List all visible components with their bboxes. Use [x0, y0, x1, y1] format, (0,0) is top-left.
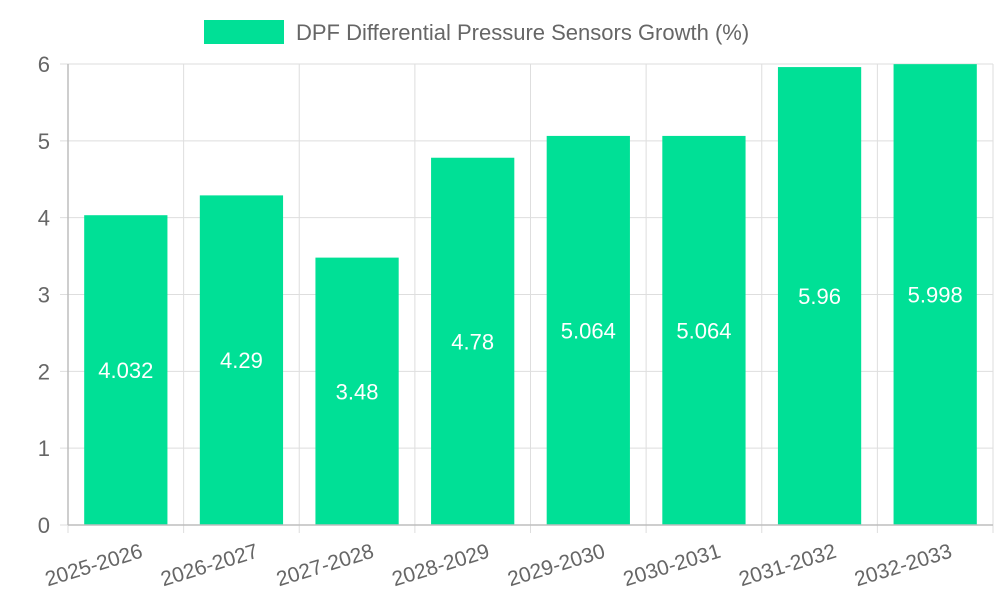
x-tick-label: 2032-2033: [852, 540, 955, 591]
x-tick-label: 2026-2027: [158, 540, 261, 591]
bar[interactable]: [662, 135, 746, 525]
bar[interactable]: [84, 215, 168, 525]
y-tick-label: 2: [38, 359, 50, 384]
bar[interactable]: [431, 157, 515, 525]
x-tick-label: 2028-2029: [389, 540, 492, 591]
bar[interactable]: [546, 135, 630, 525]
x-tick-label: 2031-2032: [736, 540, 839, 591]
bar-value-label: 5.064: [676, 318, 731, 343]
bar[interactable]: [315, 257, 399, 525]
x-tick-label: 2030-2031: [621, 540, 724, 591]
bar[interactable]: [893, 64, 977, 526]
bar[interactable]: [777, 67, 862, 525]
y-tick-label: 0: [38, 513, 50, 538]
bar-value-label: 5.96: [798, 284, 841, 309]
y-tick-label: 6: [38, 52, 50, 77]
x-tick-label: 2029-2030: [505, 540, 608, 591]
bar-value-label: 4.032: [98, 358, 153, 383]
bar[interactable]: [199, 195, 284, 525]
bar-value-label: 4.78: [451, 329, 494, 354]
legend-swatch[interactable]: [204, 20, 284, 44]
x-tick-label: 2027-2028: [274, 540, 377, 591]
bar-value-label: 4.29: [220, 348, 263, 373]
y-tick-label: 3: [38, 283, 50, 308]
bar-value-label: 3.48: [336, 379, 379, 404]
y-tick-label: 4: [38, 206, 50, 231]
bar-value-labels: 4.032 4.29 3.48 4.78 5.064 5.064 5.96 5.998: [98, 283, 962, 405]
x-tick-label: 2025-2026: [43, 540, 146, 591]
bar-value-label: 5.064: [561, 318, 616, 343]
legend-label[interactable]: DPF Differential Pressure Sensors Growth…: [296, 20, 749, 45]
y-tick-label: 5: [38, 129, 50, 154]
legend[interactable]: DPF Differential Pressure Sensors Growth…: [204, 20, 749, 45]
bar-value-label: 5.998: [908, 283, 963, 308]
bars: [84, 64, 977, 526]
y-tick-label: 1: [38, 436, 50, 461]
